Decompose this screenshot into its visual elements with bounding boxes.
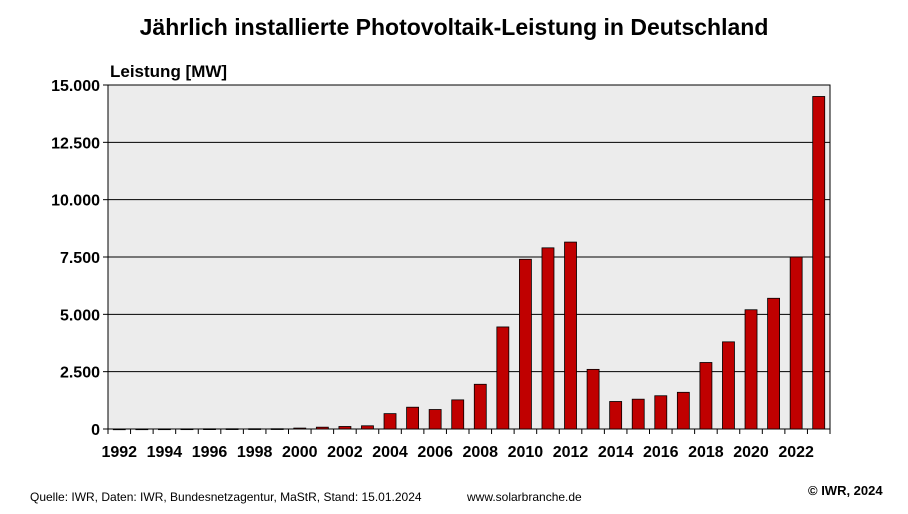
- y-tick-label: 7.500: [60, 250, 100, 267]
- bar-2012: [564, 241, 577, 430]
- bar-2020: [744, 309, 758, 430]
- x-tick-label: 1998: [237, 444, 273, 461]
- x-tick-label: 2012: [553, 444, 589, 461]
- bar-2000: [293, 427, 307, 430]
- bar-2007: [451, 399, 465, 430]
- x-tick-label: 2010: [508, 444, 544, 461]
- y-tick-label: 15.000: [51, 78, 100, 95]
- x-tick-label: 1994: [147, 444, 183, 461]
- x-tick-label: 2020: [733, 444, 769, 461]
- bar-2015: [631, 398, 645, 430]
- bar-2021: [767, 297, 780, 430]
- bar-2014: [609, 401, 623, 430]
- bar-2013: [586, 368, 600, 430]
- bar-2001: [315, 426, 329, 430]
- bar-2009: [496, 326, 510, 430]
- bar-2006: [428, 409, 442, 430]
- x-tick-label: 2008: [462, 444, 498, 461]
- y-tick-label: 10.000: [51, 193, 100, 210]
- y-tick-label: 5.000: [60, 307, 100, 324]
- bar-2018: [699, 362, 713, 430]
- x-axis-ticks: 1992 1994 1996 1998 2000 2002 2004 2006 2008 2010…: [101, 429, 831, 461]
- copyright-note: © IWR, 2024: [808, 483, 883, 498]
- x-tick-label: 2006: [417, 444, 453, 461]
- x-tick-label: 2002: [327, 444, 363, 461]
- bar-2017: [676, 391, 690, 430]
- bar-1996: [203, 428, 216, 430]
- x-tick-label: 1996: [192, 444, 228, 461]
- bar-1997: [225, 428, 239, 430]
- bars: [112, 96, 826, 431]
- bar-2011: [541, 247, 555, 430]
- y-axis-ticks: 0 2.500 5.000 7.500 10.000 12.500 15.000: [51, 78, 108, 439]
- y-axis-label: Leistung [MW]: [110, 62, 228, 81]
- x-tick-label: 2004: [372, 444, 408, 461]
- y-tick-label: 2.500: [60, 365, 100, 382]
- bar-2003: [361, 425, 374, 430]
- bar-2022: [789, 256, 803, 430]
- x-tick-label: 2016: [643, 444, 679, 461]
- bar-2019: [722, 341, 735, 430]
- x-tick-label: 2018: [688, 444, 724, 461]
- bar-1992: [112, 428, 126, 431]
- bar-1993: [135, 428, 149, 431]
- bar-2016: [654, 395, 668, 430]
- bar-1999: [270, 428, 284, 430]
- bar-1998: [248, 428, 262, 430]
- bar-1995: [180, 428, 194, 431]
- y-tick-label: 0: [91, 422, 100, 439]
- source-note: Quelle: IWR, Daten: IWR, Bundesnetzagent…: [30, 490, 422, 504]
- bar-2004: [383, 413, 397, 430]
- bar-2023: [812, 96, 826, 430]
- x-tick-label: 1992: [101, 444, 137, 461]
- y-tick-label: 12.500: [51, 135, 100, 152]
- x-tick-label: 2014: [598, 444, 634, 461]
- website-link[interactable]: www.solarbranche.de: [467, 490, 582, 504]
- chart-title: Jährlich installierte Photovoltaik-Leist…: [139, 14, 769, 40]
- x-tick-label: 2000: [282, 444, 318, 461]
- bar-2005: [406, 406, 419, 430]
- bar-2010: [519, 258, 532, 430]
- bar-1994: [158, 428, 171, 431]
- x-tick-label: 2022: [778, 444, 814, 461]
- bar-2002: [338, 426, 352, 430]
- bar-2008: [473, 383, 487, 430]
